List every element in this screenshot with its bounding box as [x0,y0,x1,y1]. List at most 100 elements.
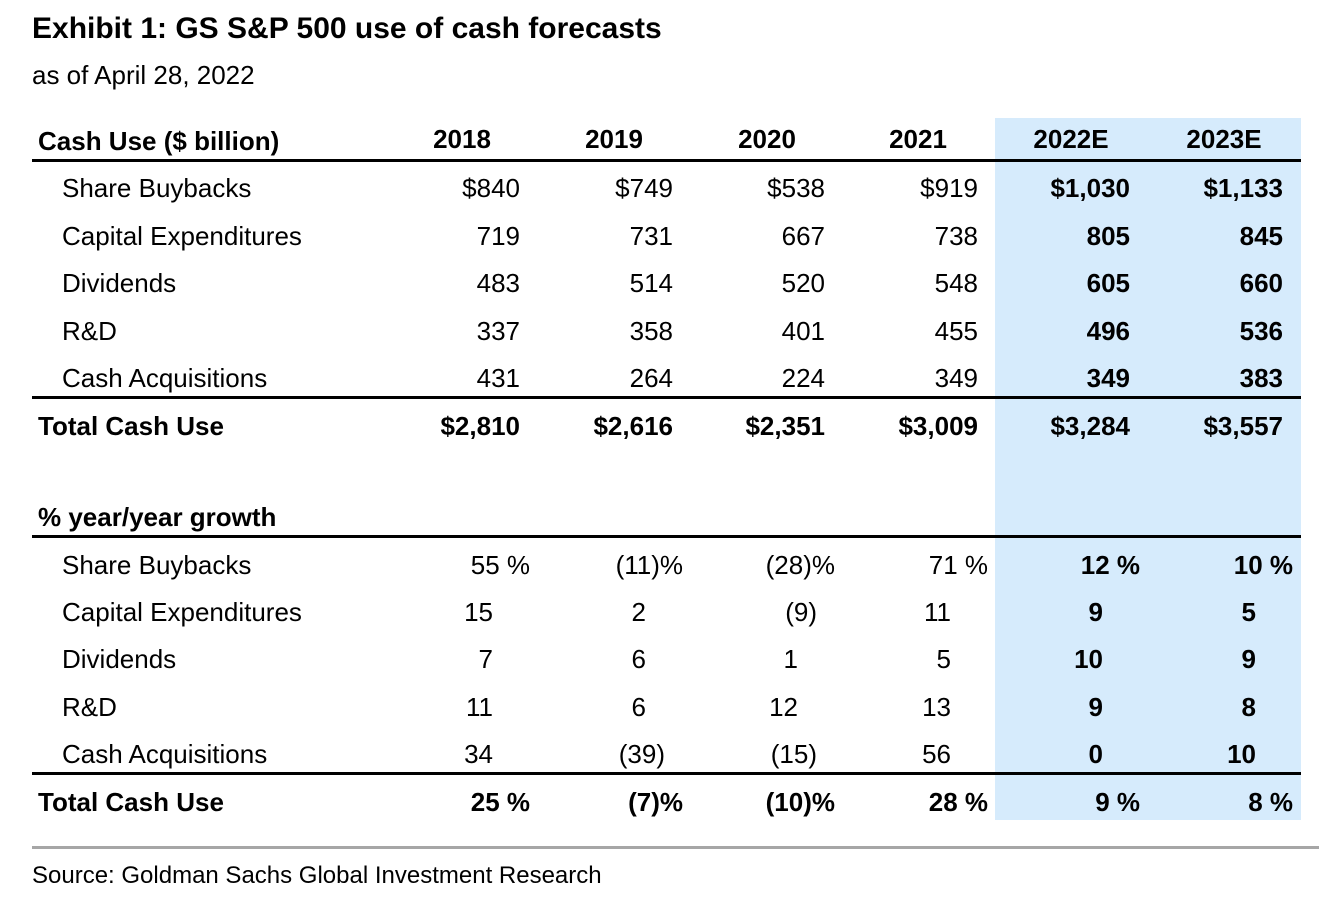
growth-cell: 5 [1241,597,1256,627]
growth-cell: 56 [922,739,951,769]
row-label: Share Buybacks [62,550,252,580]
growth-cell: 10 [1227,739,1256,769]
exhibit-subtitle: as of April 28, 2022 [32,60,255,90]
growth-cell: 12 % [1080,550,1140,580]
table-cell: $840 [462,173,520,203]
growth-cell: 9 [1241,644,1256,674]
table-cell: 349 [1086,363,1130,393]
growth-cell: 55 % [470,550,530,580]
exhibit-title: Exhibit 1: GS S&P 500 use of cash foreca… [32,12,662,45]
table-cell: 738 [934,221,978,251]
source-note: Source: Goldman Sachs Global Investment … [32,862,602,889]
growth-cell: 6 [631,644,646,674]
growth-cell: 11 [924,597,951,627]
growth-cell: 1 [783,644,798,674]
table-cell: 401 [781,316,825,346]
table-cell: 845 [1239,221,1283,251]
growth-cell: 34 [464,739,493,769]
column-header: 2018 [433,124,491,154]
column-header: 2021 [889,124,947,154]
table-cell: 383 [1239,363,1283,393]
table-cell: 731 [629,221,673,251]
growth-cell: (15) [770,739,817,769]
table-cell: 337 [476,316,520,346]
table-header-label: Cash Use ($ billion) [38,126,280,156]
source-divider [32,846,1319,849]
table-cell: 224 [781,363,825,393]
growth-cell: 8 [1241,692,1256,722]
growth-cell: (9) [785,597,817,627]
total-cell: $2,351 [745,411,825,441]
column-header: 2023E [1186,124,1262,154]
row-label: R&D [62,316,117,346]
table-cell: 514 [629,268,673,298]
growth-total-cell: (7)% [628,787,683,817]
growth-header-rule [32,535,1301,538]
growth-cell: 10 % [1233,550,1293,580]
growth-cell: 9 [1088,597,1103,627]
row-label: Share Buybacks [62,173,252,203]
growth-total-cell: 28 % [928,787,988,817]
growth-cell: 11 [466,692,493,722]
growth-total-cell: 8 % [1248,787,1293,817]
table-cell: 455 [934,316,978,346]
growth-cell: (39) [618,739,665,769]
table-cell: 358 [629,316,673,346]
table-cell: 349 [934,363,978,393]
growth-cell: 5 [936,644,951,674]
growth-cell: 13 [922,692,951,722]
growth-cell: 10 [1074,644,1103,674]
column-header: 2020 [738,124,796,154]
table-cell: $749 [615,173,673,203]
table-cell: 520 [781,268,825,298]
growth-total-label: Total Cash Use [38,787,224,817]
header-rule [32,159,1301,162]
growth-total-cell: (10)% [765,787,835,817]
table-cell: $919 [920,173,978,203]
column-header: 2019 [585,124,643,154]
growth-cell: (28)% [765,550,835,580]
growth-cell: 12 [769,692,798,722]
growth-total-cell: 9 % [1095,787,1140,817]
table-cell: 483 [476,268,520,298]
total-rule [32,396,1301,399]
table-cell: 431 [476,363,520,393]
growth-total-rule [32,772,1301,775]
growth-cell: 15 [464,597,493,627]
row-label: Dividends [62,268,177,298]
table-cell: 605 [1086,268,1130,298]
row-label: Capital Expenditures [62,221,302,251]
total-cell: $2,810 [440,411,520,441]
row-label: Capital Expenditures [62,597,302,627]
total-cell: $3,557 [1203,411,1283,441]
growth-total-cell: 25 % [470,787,530,817]
column-header: 2022E [1033,124,1109,154]
growth-cell: 6 [631,692,646,722]
table-cell: 536 [1239,316,1283,346]
total-label: Total Cash Use [38,411,224,441]
growth-cell: 0 [1088,739,1103,769]
total-cell: $3,009 [898,411,978,441]
table-cell: $1,133 [1203,173,1283,203]
growth-cell: (11)% [615,550,683,580]
growth-cell: 71 % [928,550,988,580]
row-label: R&D [62,692,117,722]
growth-header-label: % year/year growth [38,502,277,532]
row-label: Dividends [62,644,177,674]
table-cell: 264 [629,363,673,393]
table-cell: 719 [476,221,520,251]
forecast-highlight-band [995,118,1301,820]
growth-cell: 9 [1088,692,1103,722]
table-cell: 805 [1086,221,1130,251]
total-cell: $3,284 [1050,411,1130,441]
table-cell: $1,030 [1050,173,1130,203]
total-cell: $2,616 [593,411,673,441]
growth-cell: 2 [631,597,646,627]
growth-cell: 7 [478,644,493,674]
row-label: Cash Acquisitions [62,739,268,769]
table-cell: 660 [1239,268,1283,298]
table-cell: 667 [781,221,825,251]
row-label: Cash Acquisitions [62,363,268,393]
table-cell: 548 [934,268,978,298]
table-cell: 496 [1086,316,1130,346]
